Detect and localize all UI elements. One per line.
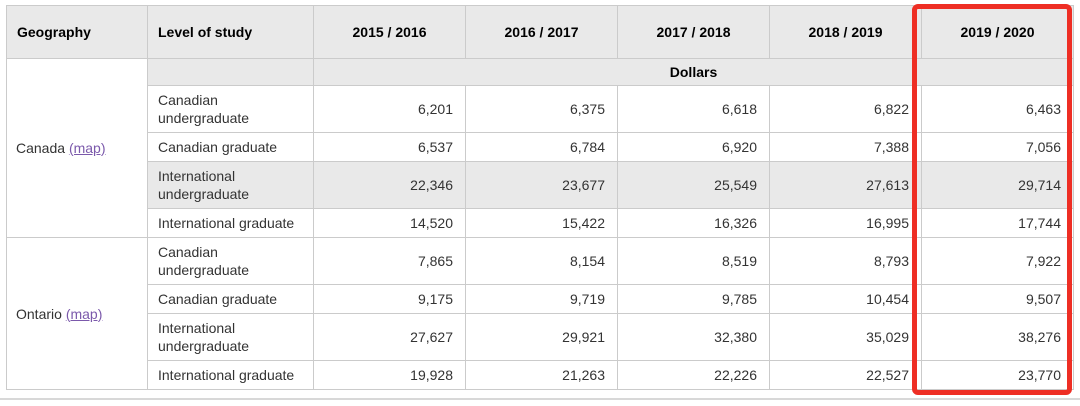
- value-cell: 23,677: [465, 161, 618, 209]
- geography-label-canada: Canada: [16, 140, 66, 156]
- table-row-canada-canadian-graduate: Canadian graduate 6,537 6,784 6,920 7,38…: [7, 132, 1074, 162]
- value-cell: 6,822: [769, 85, 922, 133]
- value-cell: 6,463: [921, 85, 1074, 133]
- value-cell: 9,719: [465, 284, 618, 314]
- column-header-2016-2017: 2016 / 2017: [465, 5, 618, 59]
- value-cell: 38,276: [921, 313, 1074, 361]
- value-cell: 35,029: [769, 313, 922, 361]
- column-header-2015-2016: 2015 / 2016: [313, 5, 466, 59]
- value-cell: 15,422: [465, 208, 618, 238]
- value-cell: 27,627: [313, 313, 466, 361]
- value-cell: 21,263: [465, 360, 618, 390]
- level-cell: International graduate: [147, 360, 314, 390]
- value-cell: 7,388: [769, 132, 922, 162]
- value-cell: 7,056: [921, 132, 1074, 162]
- value-cell: 22,527: [769, 360, 922, 390]
- value-cell: 10,454: [769, 284, 922, 314]
- value-cell: 22,346: [313, 161, 466, 209]
- table-row-canada-canadian-undergraduate: Canadian undergraduate 6,201 6,375 6,618…: [7, 85, 1074, 133]
- geography-cell-canada: Canada (map): [6, 58, 148, 238]
- column-header-level-of-study: Level of study: [147, 5, 314, 59]
- value-cell: 25,549: [617, 161, 770, 209]
- value-cell: 16,326: [617, 208, 770, 238]
- tuition-data-table: Geography Level of study 2015 / 2016 201…: [6, 5, 1074, 390]
- value-cell: 6,375: [465, 85, 618, 133]
- value-cell: 6,920: [617, 132, 770, 162]
- value-cell: 29,921: [465, 313, 618, 361]
- level-cell: International undergraduate: [147, 313, 314, 361]
- level-cell: Canadian undergraduate: [147, 85, 314, 133]
- canada-map-link[interactable]: (map): [68, 140, 106, 156]
- column-header-2018-2019: 2018 / 2019: [769, 5, 922, 59]
- value-cell: 14,520: [313, 208, 466, 238]
- level-cell: Canadian undergraduate: [147, 237, 314, 285]
- geography-cell-ontario: Ontario (map): [6, 237, 148, 390]
- column-header-geography: Geography: [6, 5, 148, 59]
- value-cell: 9,785: [617, 284, 770, 314]
- value-cell: 16,995: [769, 208, 922, 238]
- value-cell: 17,744: [921, 208, 1074, 238]
- value-cell: 7,922: [921, 237, 1074, 285]
- unit-row-spacer: [147, 58, 314, 86]
- value-cell: 7,865: [313, 237, 466, 285]
- value-cell: 6,201: [313, 85, 466, 133]
- value-cell: 6,537: [313, 132, 466, 162]
- divider: [0, 398, 1080, 400]
- value-cell: 32,380: [617, 313, 770, 361]
- value-cell: 27,613: [769, 161, 922, 209]
- value-cell: 8,154: [465, 237, 618, 285]
- value-cell: 8,793: [769, 237, 922, 285]
- value-cell: 9,507: [921, 284, 1074, 314]
- value-cell: 23,770: [921, 360, 1074, 390]
- level-cell: Canadian graduate: [147, 132, 314, 162]
- value-cell: 9,175: [313, 284, 466, 314]
- table-row-ontario-international-graduate: International graduate 19,928 21,263 22,…: [7, 360, 1074, 390]
- value-cell: 6,784: [465, 132, 618, 162]
- value-cell: 22,226: [617, 360, 770, 390]
- value-cell: 29,714: [921, 161, 1074, 209]
- header-row: Geography Level of study 2015 / 2016 201…: [6, 5, 1074, 59]
- unit-row: Canada (map) Dollars: [6, 58, 1074, 238]
- table-row-ontario-canadian-undergraduate: Ontario (map) Canadian undergraduate 7,8…: [6, 237, 1074, 390]
- value-cell: 19,928: [313, 360, 466, 390]
- column-header-2017-2018: 2017 / 2018: [617, 5, 770, 59]
- value-cell: 6,618: [617, 85, 770, 133]
- level-cell: Canadian graduate: [147, 284, 314, 314]
- value-cell: 8,519: [617, 237, 770, 285]
- table-row-ontario-international-undergraduate: International undergraduate 27,627 29,92…: [7, 313, 1074, 361]
- unit-row-dollars: Dollars: [313, 58, 1074, 86]
- column-header-2019-2020: 2019 / 2020: [921, 5, 1074, 59]
- table-row-ontario-canadian-graduate: Canadian graduate 9,175 9,719 9,785 10,4…: [7, 284, 1074, 314]
- table-row-canada-international-undergraduate: International undergraduate 22,346 23,67…: [7, 161, 1074, 209]
- geography-label-ontario: Ontario: [16, 305, 62, 322]
- level-cell: International graduate: [147, 208, 314, 238]
- level-cell: International undergraduate: [147, 161, 314, 209]
- table-row-canada-international-graduate: International graduate 14,520 15,422 16,…: [7, 208, 1074, 238]
- ontario-map-link[interactable]: (map): [65, 305, 103, 322]
